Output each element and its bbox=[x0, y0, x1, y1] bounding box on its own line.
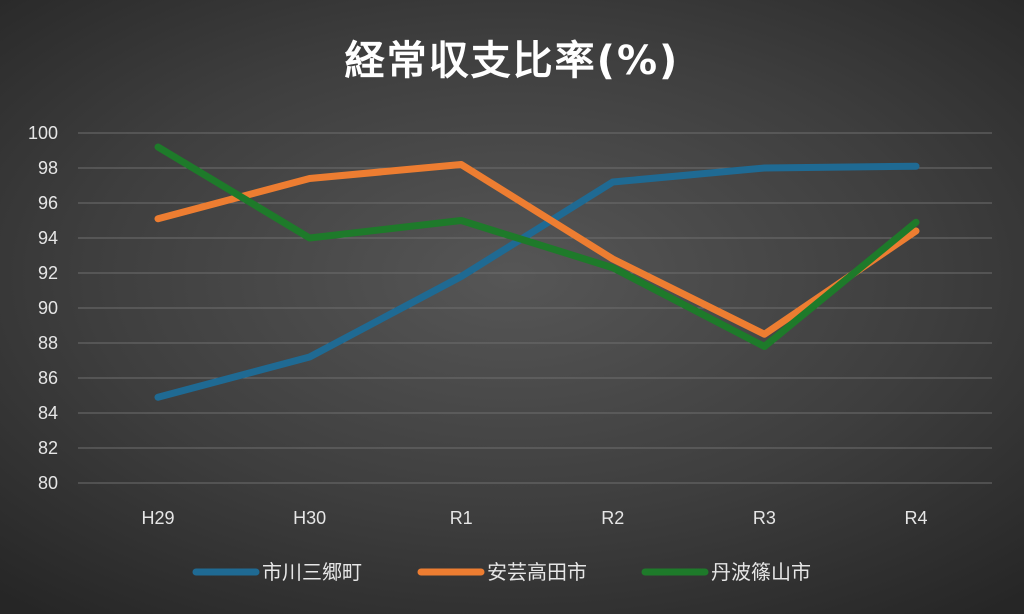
x-tick-label-R4: R4 bbox=[904, 508, 927, 528]
chart-title: 経常収支比率(%) bbox=[345, 38, 680, 84]
y-tick-label-88: 88 bbox=[38, 333, 58, 353]
y-tick-label-92: 92 bbox=[38, 263, 58, 283]
legend-label-1: 安芸高田市 bbox=[487, 560, 587, 584]
series-line-0 bbox=[154, 162, 920, 401]
legend: 市川三郷町 安芸高田市 丹波篠山市 bbox=[192, 560, 811, 584]
y-axis-tick-labels: 80 82 84 86 88 90 92 94 96 98 100 bbox=[28, 123, 58, 493]
legend-label-2: 丹波篠山市 bbox=[711, 560, 811, 584]
series-line-1 bbox=[154, 161, 920, 338]
gridlines bbox=[78, 132, 992, 484]
y-tick-label-94: 94 bbox=[38, 228, 58, 248]
x-axis-tick-labels: H29 H30 R1 R2 R3 R4 bbox=[141, 508, 927, 528]
x-tick-label-R1: R1 bbox=[450, 508, 473, 528]
x-tick-label-R3: R3 bbox=[753, 508, 776, 528]
y-tick-label-86: 86 bbox=[38, 368, 58, 388]
series-line-2 bbox=[154, 143, 920, 350]
x-tick-label-H29: H29 bbox=[141, 508, 174, 528]
y-tick-label-80: 80 bbox=[38, 473, 58, 493]
y-tick-label-90: 90 bbox=[38, 298, 58, 318]
legend-label-0: 市川三郷町 bbox=[262, 560, 362, 584]
y-tick-label-100: 100 bbox=[28, 123, 58, 143]
y-tick-label-96: 96 bbox=[38, 193, 58, 213]
x-tick-label-R2: R2 bbox=[601, 508, 624, 528]
x-tick-label-H30: H30 bbox=[293, 508, 326, 528]
y-tick-label-84: 84 bbox=[38, 403, 58, 423]
y-tick-label-98: 98 bbox=[38, 158, 58, 178]
series-lines bbox=[154, 143, 920, 401]
y-tick-label-82: 82 bbox=[38, 438, 58, 458]
